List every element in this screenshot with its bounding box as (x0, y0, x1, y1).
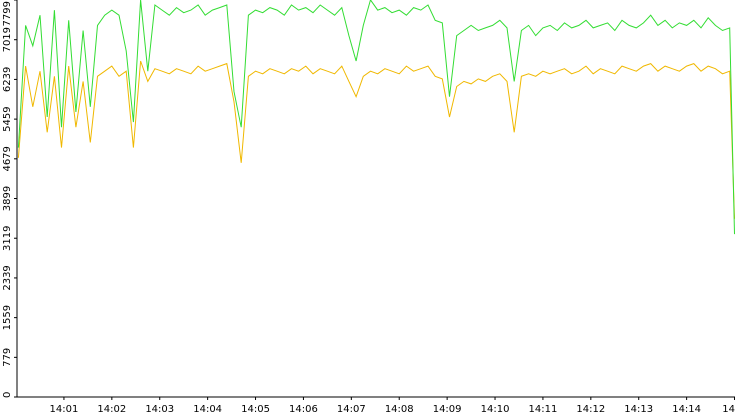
x-tick-label: 14:02 (97, 404, 126, 415)
y-tick-label: 0 (2, 392, 13, 398)
x-tick-label: 14:11 (529, 404, 558, 415)
plot-background (17, 0, 735, 397)
y-tick-label: 3119 (2, 226, 13, 251)
x-tick-label: 14:14 (672, 404, 701, 415)
y-tick-label: 7019 (2, 27, 13, 52)
x-tick-label: 14:12 (576, 404, 605, 415)
x-tick-label: 14 (722, 404, 735, 415)
y-tick-label: 6239 (2, 67, 13, 92)
y-tick-label: 2339 (2, 265, 13, 290)
y-tick-label: 1559 (2, 305, 13, 330)
x-tick-label: 14:06 (289, 404, 318, 415)
series-line (17, 0, 735, 235)
x-tick-label: 14:03 (145, 404, 174, 415)
y-tick-label: 4679 (2, 146, 13, 171)
x-tick-label: 14:01 (50, 404, 79, 415)
x-tick-label: 14:08 (385, 404, 414, 415)
x-tick-label: 14:09 (433, 404, 462, 415)
y-tick-label: 779 (2, 348, 13, 367)
x-tick-label: 14:05 (241, 404, 270, 415)
series-line (17, 60, 735, 219)
y-tick-label: 7799 (2, 1, 13, 26)
x-tick-label: 14:07 (337, 404, 366, 415)
x-tick-label: 14:10 (481, 404, 510, 415)
x-tick-label: 14:13 (624, 404, 653, 415)
x-tick-label: 14:04 (193, 404, 222, 415)
y-tick-label: 3899 (2, 186, 13, 211)
y-tick-label: 5459 (2, 106, 13, 131)
